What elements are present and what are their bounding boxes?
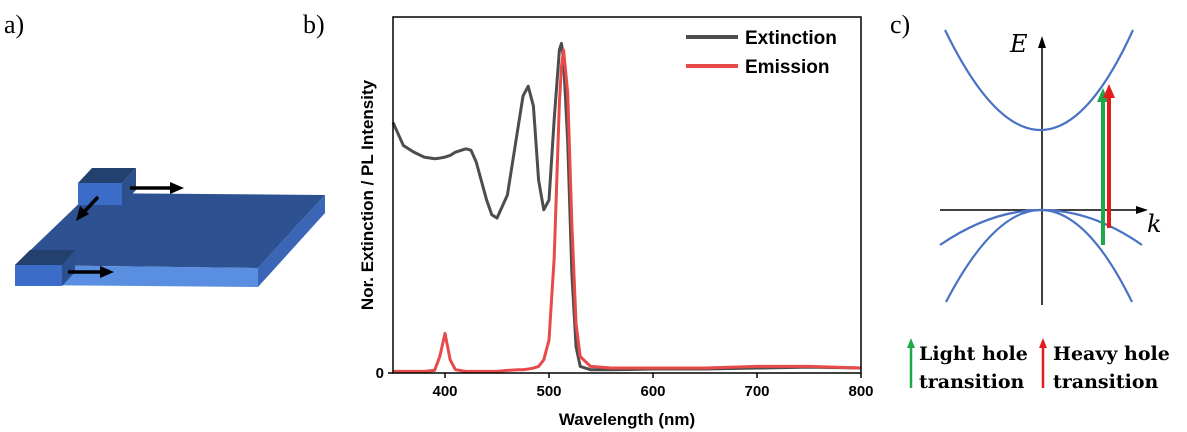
panel-label: c) <box>890 10 910 39</box>
legend-text: Light hole <box>919 343 1028 365</box>
momentum-axis-label: k <box>1147 210 1162 238</box>
x-tick-label: 700 <box>744 383 769 400</box>
x-tick-label: 500 <box>536 383 561 400</box>
line-series <box>391 41 862 372</box>
legend-text: transition <box>919 371 1024 393</box>
slab-illustration <box>15 168 325 287</box>
chart: 400 500 600 700 800 0 Wavelength (nm) Nor. Exti… <box>358 16 874 429</box>
x-tick-label: 800 <box>848 383 873 400</box>
line-series <box>393 48 862 373</box>
energy-axis-label: E <box>1009 30 1028 58</box>
legend-text: transition <box>1053 371 1158 393</box>
band-diagram <box>907 29 1148 388</box>
legend-label: Emission <box>745 57 829 78</box>
y-tick-label: 0 <box>376 365 384 382</box>
y-axis-label: Nor. Extinction / PL Intensity <box>358 79 377 310</box>
x-tick-label: 600 <box>640 383 665 400</box>
legend-text: Heavy hole <box>1053 343 1170 365</box>
legend-label: Extinction <box>745 28 837 49</box>
panel-label: b) <box>303 10 325 39</box>
panel-label: a) <box>4 10 24 39</box>
x-axis-label: Wavelength (nm) <box>559 410 695 429</box>
plot-frame <box>392 16 862 374</box>
x-tick-label: 400 <box>432 383 457 400</box>
